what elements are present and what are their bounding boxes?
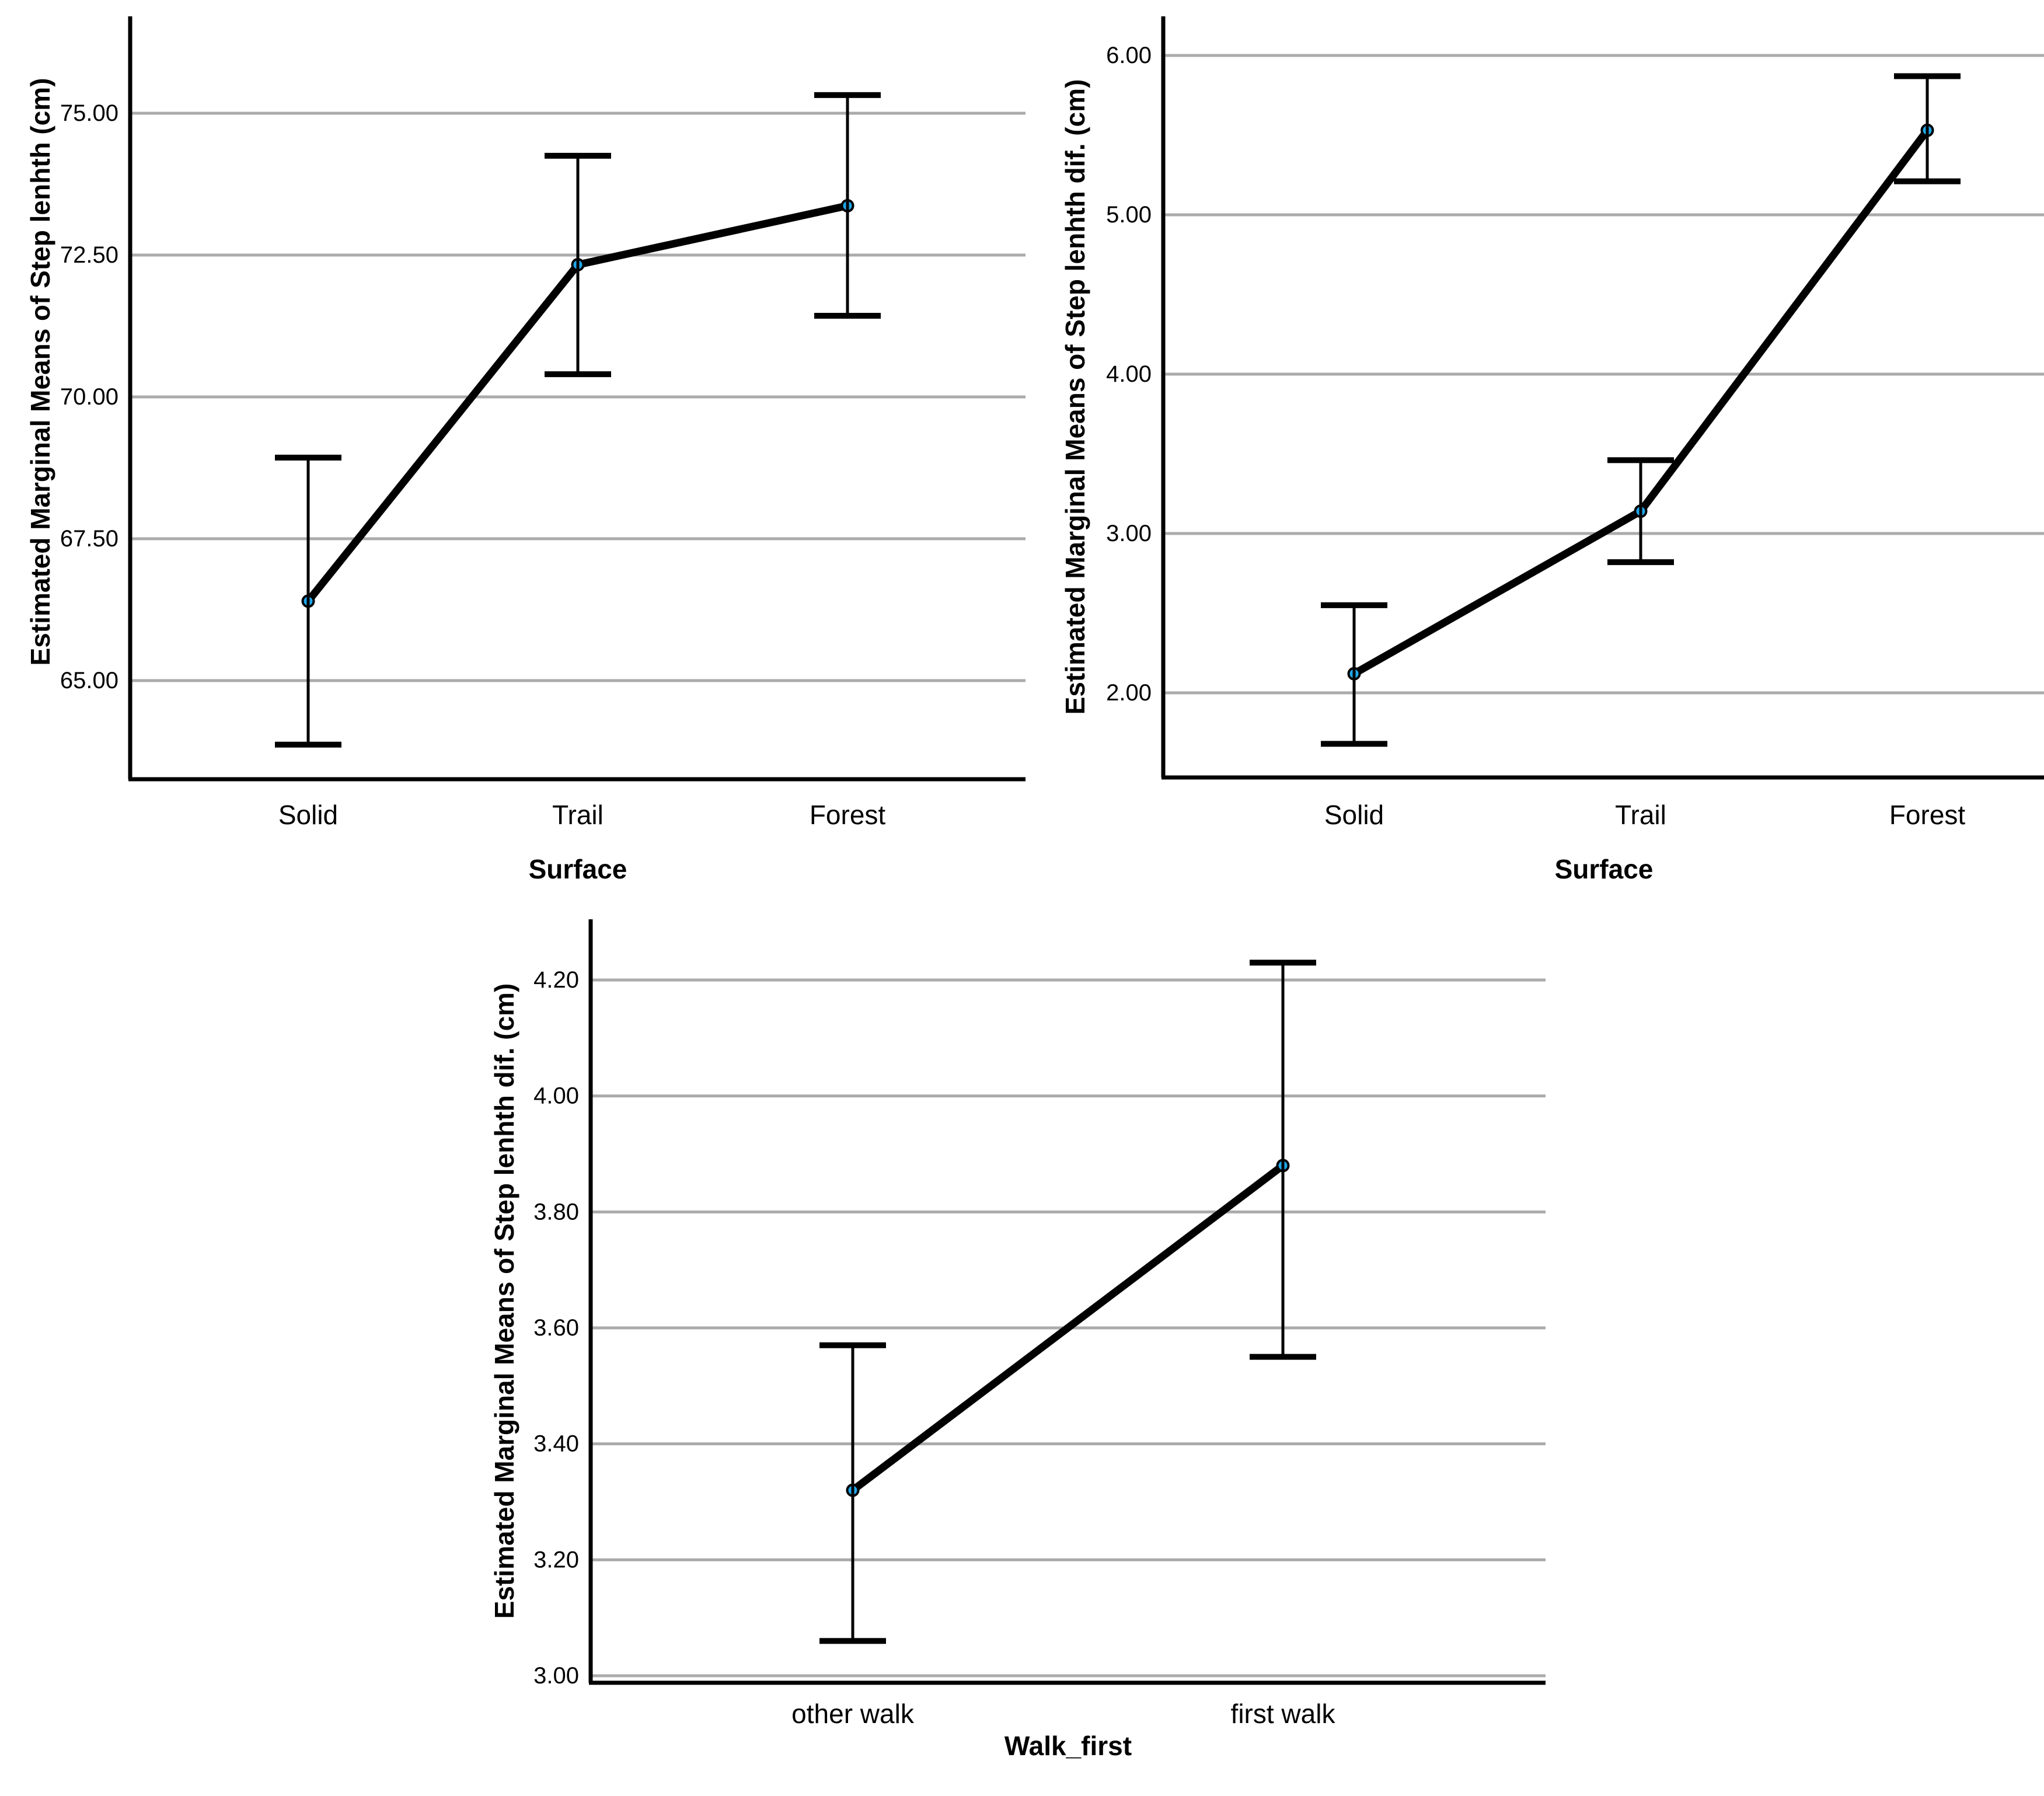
x-axis-category-label: Forest — [810, 800, 886, 830]
x-axis-category-label: Trail — [1615, 800, 1666, 830]
x-axis-category-label: first walk — [1231, 1699, 1336, 1729]
y-axis-title: Estimated Marginal Means of Step lenhth … — [489, 984, 519, 1619]
x-axis-category-label: other walk — [791, 1699, 915, 1729]
series-line — [850, 1162, 1285, 1494]
y-axis-tick-label: 2.00 — [1106, 680, 1152, 706]
emm-chart-step-length-dif-by-surface: 2.00 3.00 4.00 5.00 6.00 Solid Trail Forest Surf… — [1060, 16, 2044, 884]
y-axis-tick-label: 3.40 — [533, 1431, 579, 1457]
y-axis-tick-label: 3.20 — [533, 1547, 579, 1572]
y-axis-tick-label: 72.50 — [60, 242, 118, 268]
x-axis-category-label: Solid — [1324, 800, 1384, 830]
y-axis-tick-label: 65.00 — [60, 668, 118, 693]
emm-chart-step-length-by-surface: 65.00 67.50 70.00 72.50 75.00 Solid Trail Fores… — [25, 16, 1026, 884]
x-axis-title: Surface — [529, 854, 627, 884]
y-axis-tick-label: 67.50 — [60, 526, 118, 552]
y-axis-tick-label: 75.00 — [60, 100, 118, 126]
x-axis-category-label: Solid — [278, 800, 338, 830]
x-axis-title: Walk_first — [1004, 1731, 1132, 1761]
series-line — [1352, 128, 1931, 677]
x-axis-category-label: Trail — [552, 800, 604, 830]
y-axis-tick-label: 4.00 — [533, 1083, 579, 1109]
y-axis-tick-label: 5.00 — [1106, 202, 1152, 228]
y-axis-tick-label: 70.00 — [60, 384, 118, 410]
y-axis-title: Estimated Marginal Means of Step lenhth … — [25, 78, 55, 665]
x-axis-title: Surface — [1555, 854, 1654, 884]
y-axis-tick-label: 3.00 — [1106, 521, 1152, 546]
y-axis-tick-label: 6.00 — [1106, 43, 1152, 68]
y-axis-tick-label: 3.80 — [533, 1199, 579, 1225]
y-axis-tick-label: 4.00 — [1106, 361, 1152, 387]
emm-chart-step-length-dif-by-walk-first: 3.00 3.20 3.40 3.60 3.80 4.00 4.20 other walk fi… — [489, 919, 1546, 1761]
y-axis-title: Estimated Marginal Means of Step lenhth … — [1060, 79, 1090, 715]
y-axis-tick-label: 3.60 — [533, 1315, 579, 1341]
x-axis-category-label: Forest — [1889, 800, 1966, 830]
y-axis-tick-label: 3.00 — [533, 1663, 579, 1689]
y-axis-tick-label: 4.20 — [533, 967, 579, 993]
